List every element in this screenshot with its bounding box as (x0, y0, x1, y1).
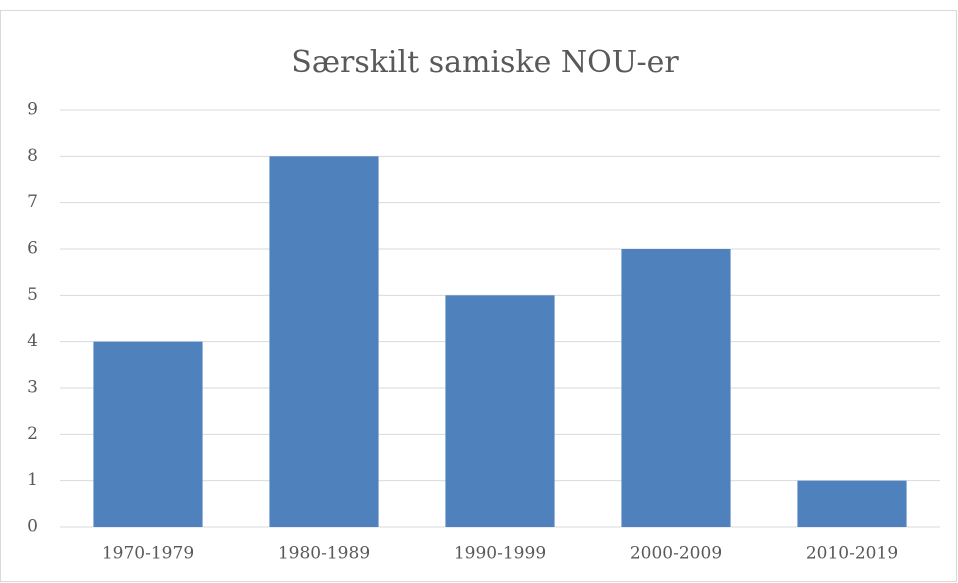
y-tick-label: 8 (27, 146, 38, 166)
chart-title: Særskilt samiske NOU-er (291, 45, 679, 80)
x-tick-label: 1990-1999 (454, 544, 546, 564)
y-tick-label: 7 (27, 192, 38, 212)
y-tick-label: 3 (27, 378, 38, 398)
x-tick-label: 2010-2019 (806, 544, 898, 564)
y-tick-label: 5 (27, 285, 38, 305)
x-tick-label: 2000-2009 (630, 544, 722, 564)
y-tick-label: 4 (27, 331, 38, 351)
y-tick-label: 6 (27, 239, 38, 259)
y-tick-label: 9 (27, 100, 38, 120)
bar (621, 249, 731, 527)
x-tick-label: 1970-1979 (102, 544, 194, 564)
bar (797, 480, 907, 527)
y-tick-label: 1 (27, 470, 38, 490)
y-tick-label: 2 (27, 424, 38, 444)
x-tick-label: 1980-1989 (278, 544, 370, 564)
bar (93, 341, 203, 527)
bar (269, 156, 379, 528)
bar (445, 295, 555, 527)
y-tick-label: 0 (27, 517, 38, 537)
